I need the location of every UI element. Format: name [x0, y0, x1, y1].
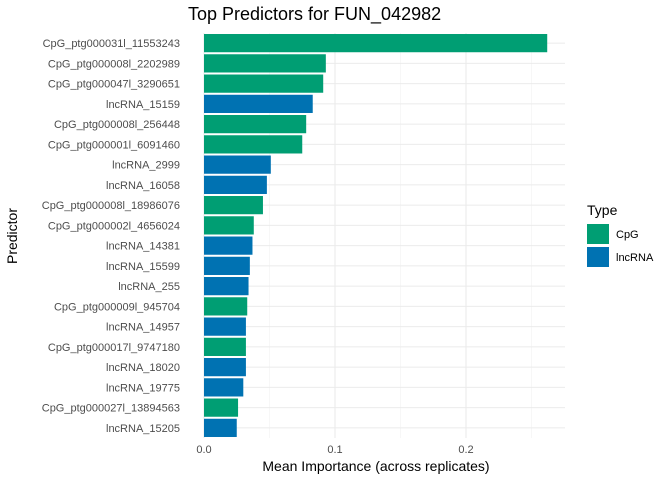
bar: [204, 398, 239, 417]
y-tick-label: CpG_ptg000017l_9747180: [48, 342, 180, 354]
bar: [204, 236, 253, 255]
x-axis-title: Mean Importance (across replicates): [262, 458, 489, 474]
bar: [204, 155, 271, 174]
bar: [204, 256, 250, 275]
bar: [204, 358, 246, 377]
legend-label: lncRNA: [616, 252, 654, 264]
y-tick-label: lncRNA_14381: [106, 241, 180, 253]
legend-key: [587, 247, 609, 267]
bars: [204, 34, 548, 437]
legend-label: CpG: [616, 229, 639, 241]
y-tick-label: lncRNA_15599: [106, 261, 180, 273]
bar: [204, 34, 548, 53]
x-tick-label: 0.0: [196, 444, 211, 456]
y-tick-label: lncRNA_18020: [106, 362, 180, 374]
legend-key: [587, 224, 609, 244]
bar: [204, 54, 326, 73]
bar: [204, 196, 263, 215]
y-tick-label: CpG_ptg000031l_11553243: [43, 38, 180, 50]
y-tick-label: CpG_ptg000027l_13894563: [42, 403, 180, 415]
y-tick-label: CpG_ptg000002l_4656024: [48, 220, 180, 232]
y-tick-label: lncRNA_16058: [106, 180, 180, 192]
y-tick-label: lncRNA_15159: [106, 99, 180, 111]
bar: [204, 277, 249, 296]
y-tick-label: lncRNA_2999: [112, 160, 180, 172]
bar: [204, 115, 307, 134]
legend-title: Type: [587, 202, 618, 218]
bar: [204, 418, 237, 437]
bar: [204, 297, 248, 316]
chart-title: Top Predictors for FUN_042982: [188, 4, 441, 25]
bar: [204, 74, 324, 93]
bar: [204, 378, 244, 397]
y-tick-label: CpG_ptg000008l_18986076: [42, 200, 180, 212]
y-tick-label: lncRNA_19775: [106, 382, 180, 394]
bar: [204, 216, 254, 235]
y-tick-label: CpG_ptg000008l_256448: [54, 119, 180, 131]
y-axis-title: Predictor: [4, 208, 20, 264]
y-tick-label: CpG_ptg000008l_2202989: [48, 58, 180, 70]
x-tick-label: 0.2: [458, 444, 473, 456]
y-tick-labels: CpG_ptg000031l_11553243 CpG_ptg000008l_22…: [42, 38, 180, 435]
y-tick-label: CpG_ptg000001l_6091460: [48, 139, 180, 151]
y-tick-label: lncRNA_255: [118, 281, 180, 293]
bar: [204, 94, 313, 113]
bar: [204, 175, 267, 194]
grid: [203, 33, 565, 438]
legend: Type CpG lncRNA: [587, 202, 654, 267]
bar: [204, 337, 246, 356]
bar: [204, 317, 246, 336]
y-tick-label: CpG_ptg000047l_3290651: [48, 79, 180, 91]
y-tick-label: CpG_ptg000009l_945704: [54, 301, 180, 313]
y-tick-label: lncRNA_14957: [106, 322, 180, 334]
y-tick-label: lncRNA_15205: [106, 423, 180, 435]
x-tick-label: 0.1: [327, 444, 342, 456]
bar: [204, 135, 303, 154]
x-tick-labels: 0.0 0.1 0.2: [196, 444, 473, 456]
